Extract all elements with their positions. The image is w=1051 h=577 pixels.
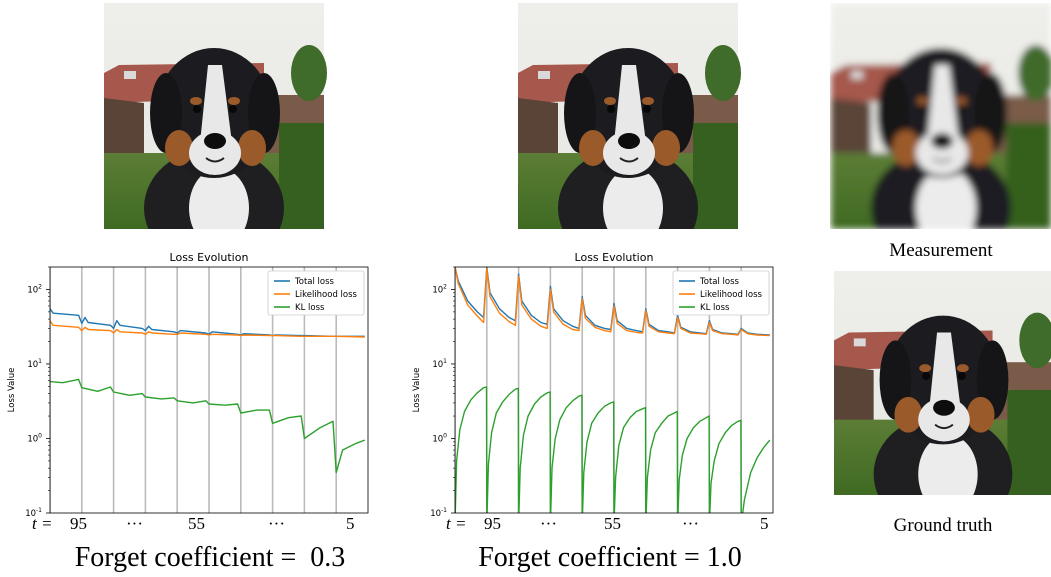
t-prefix-text: t = [446,514,467,533]
plot-frame [454,266,774,514]
series-line-kl-loss [455,386,771,513]
reconstruction-forget-1.0-image [514,3,742,229]
t-label-95-left: 95 [70,514,87,533]
loss-evolution-chart-forget-1.0: Loss Evolution Loss Value 10-1 100 101 102 Tot… [412,251,774,519]
legend-label: Total loss [294,277,335,287]
y-tick-label: 10-1 [25,507,42,519]
t-label-dots1-left: ··· [126,514,143,533]
legend-label: Likelihood loss [295,290,358,300]
t-label-dots2-right: ··· [682,514,699,533]
t-prefix-text: t = [32,514,53,533]
legend-label: KL loss [295,303,325,313]
legend-label: Total loss [699,277,740,287]
t-label-dots1-right: ··· [540,514,557,533]
ground-truth-image [834,271,1051,495]
legend-label: Likelihood loss [700,290,763,300]
legend-box [672,270,770,316]
t-axis-prefix-left: t = [32,514,52,534]
t-label-5-left: 5 [346,514,355,533]
t-label-55-right: 55 [604,514,621,533]
y-tick-label: 100 [27,432,42,444]
y-tick-label: 102 [27,283,42,295]
forget-coefficient-caption-right: Forget coefficient = 1.0 [478,542,742,573]
y-tick-label: 10-1 [430,507,447,519]
t-label-55-left: 55 [188,514,205,533]
ground-truth-caption: Ground truth [893,515,993,536]
legend-box [267,270,365,316]
reconstruction-forget-0.3-image [100,3,328,229]
y-axis-label: Loss Value [7,368,17,413]
chart-title: Loss Evolution [575,251,654,264]
y-tick-label: 100 [432,432,447,444]
measurement-image [830,3,1051,229]
loss-evolution-chart-forget-0.3: Loss Evolution Loss Value 10-1 100 101 102 Tot… [7,251,369,519]
plot-frame [49,266,369,514]
y-tick-label: 102 [432,283,447,295]
t-label-5-right: 5 [760,514,769,533]
y-tick-label: 101 [432,358,447,370]
measurement-caption: Measurement [889,240,993,261]
legend-label: KL loss [700,303,730,313]
chart-title: Loss Evolution [170,251,249,264]
series-line-likelihood-loss [455,267,770,337]
t-label-95-right: 95 [484,514,501,533]
y-tick-label: 101 [27,358,42,370]
y-axis-label: Loss Value [412,368,422,413]
forget-coefficient-caption-left: Forget coefficient = 0.3 [74,542,346,573]
series-line-kl-loss [50,378,366,474]
t-label-dots2-left: ··· [268,514,285,533]
series-line-likelihood-loss [50,320,365,338]
t-axis-prefix-right: t = [446,514,466,534]
plot-area [50,267,366,513]
